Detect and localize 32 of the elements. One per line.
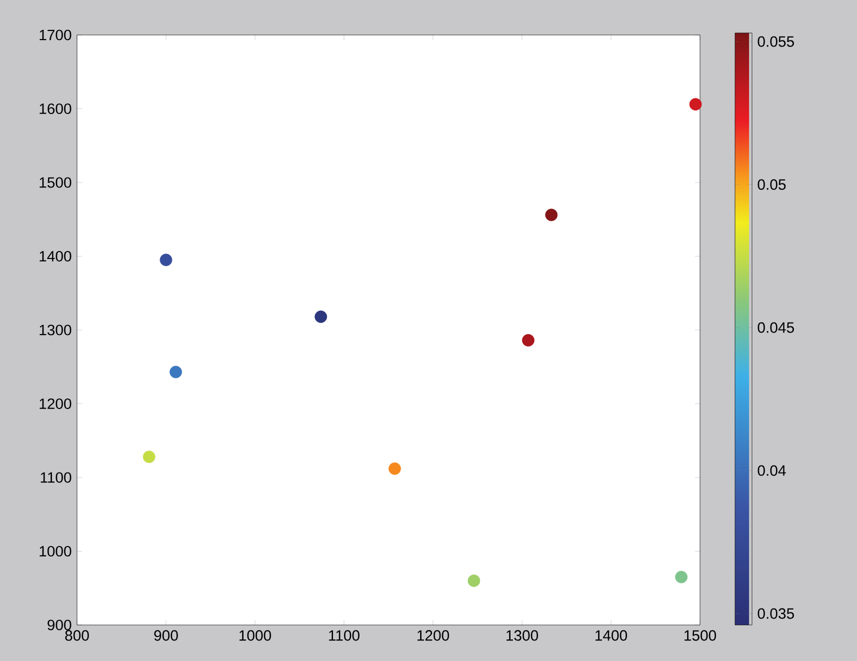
color-bar-label: 0.045 [758, 322, 794, 333]
y-tick-label: 1300 [40, 324, 72, 336]
color-bar-label: 0.05 [758, 179, 786, 190]
y-tick-label: 1700 [40, 30, 72, 40]
color-bar-label: 0.055 [758, 36, 794, 47]
y-tick-label: 1500 [40, 177, 72, 188]
x-tick-label: 800 [65, 630, 89, 641]
point [160, 254, 172, 266]
y-tick-label: 1000 [40, 546, 72, 557]
y-tick-label: 1200 [40, 398, 72, 410]
y-tick-label: 900 [48, 620, 72, 630]
point [522, 334, 534, 347]
point [314, 310, 328, 323]
x-tick-label: 1200 [418, 630, 450, 641]
x-tick-label: 900 [154, 630, 178, 641]
x-tick-label: 1500 [684, 630, 716, 641]
x-tick-label: 1300 [506, 630, 538, 641]
point [170, 366, 182, 378]
point [142, 450, 156, 464]
point [689, 98, 702, 111]
point [675, 570, 688, 584]
x-tick-label: 1000 [240, 630, 272, 641]
y-tick-label: 1100 [40, 472, 72, 483]
color-bar-label: 0.035 [758, 608, 794, 619]
point [545, 208, 558, 222]
y-tick-label: 1600 [40, 103, 72, 114]
x-tick-label: 1100 [329, 630, 360, 641]
y-tick-label: 1400 [40, 250, 72, 262]
point [388, 462, 401, 475]
color-bar-label: 0.04 [758, 465, 786, 476]
x-tick-label: 1400 [596, 630, 628, 641]
point [468, 574, 480, 587]
